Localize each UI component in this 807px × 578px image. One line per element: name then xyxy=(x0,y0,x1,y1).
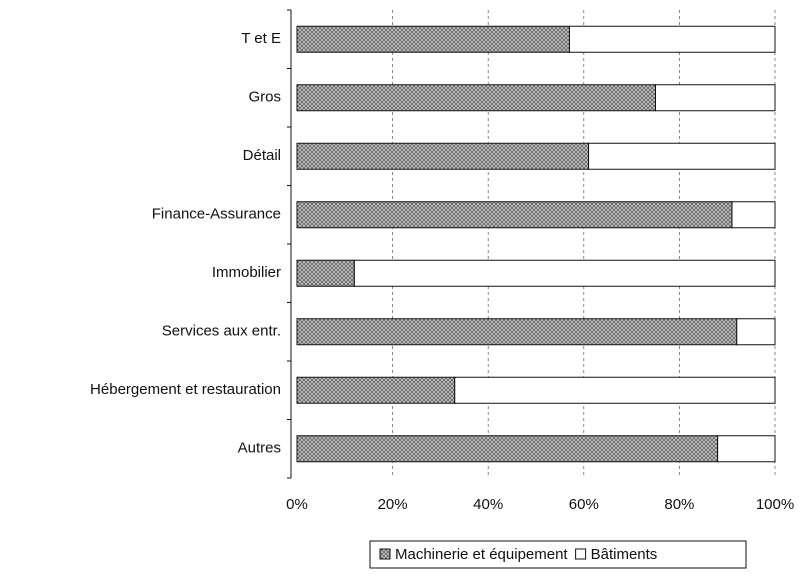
y-tick-label: Finance-Assurance xyxy=(152,206,281,223)
bar-segment xyxy=(353,259,776,287)
bar-segment xyxy=(296,84,656,112)
bar-segment xyxy=(568,25,776,53)
bar-segment xyxy=(717,435,776,463)
y-tick-label: Hébergement et restauration xyxy=(90,381,281,398)
bar-segment xyxy=(296,142,590,170)
bar-segment xyxy=(731,201,776,229)
x-tick-label: 40% xyxy=(473,496,503,513)
x-tick-label: 100% xyxy=(756,496,794,513)
y-tick-label: T et E xyxy=(241,30,281,47)
y-tick-label: Autres xyxy=(238,440,281,457)
bar-segment xyxy=(588,142,776,170)
bar-segment xyxy=(655,84,776,112)
legend: Machinerie et équipement Bâtiments xyxy=(369,540,747,569)
bar-segment xyxy=(736,318,776,346)
bar-segment xyxy=(296,25,570,53)
bar-segment xyxy=(454,376,776,404)
legend-label: Bâtiments xyxy=(591,546,658,563)
bar-segment xyxy=(296,201,733,229)
x-tick-label: 20% xyxy=(378,496,408,513)
y-tick-label: Immobilier xyxy=(212,264,281,281)
legend-label: Machinerie et équipement xyxy=(395,546,568,563)
bar-segment xyxy=(296,318,738,346)
legend-swatch xyxy=(379,548,391,560)
bar-segment xyxy=(296,376,456,404)
y-tick-label: Services aux entr. xyxy=(162,323,281,340)
x-tick-label: 0% xyxy=(286,496,308,513)
legend-swatch xyxy=(575,548,587,560)
bar-segment xyxy=(296,435,719,463)
bar-segment xyxy=(296,259,355,287)
y-tick-label: Détail xyxy=(243,147,281,164)
y-tick-label: Gros xyxy=(248,89,281,106)
x-tick-label: 60% xyxy=(569,496,599,513)
legend-box xyxy=(369,540,747,569)
x-tick-label: 80% xyxy=(664,496,694,513)
